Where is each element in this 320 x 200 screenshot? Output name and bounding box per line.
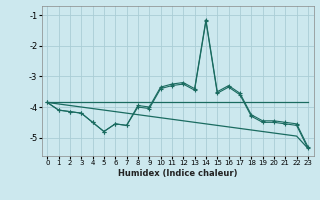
X-axis label: Humidex (Indice chaleur): Humidex (Indice chaleur) <box>118 169 237 178</box>
